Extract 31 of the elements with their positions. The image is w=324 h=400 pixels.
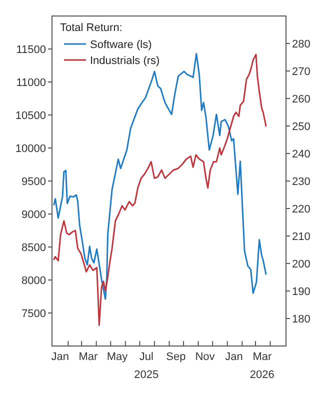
y2-tick-label: 230	[292, 176, 310, 188]
y-tick-label: 10500	[15, 110, 46, 122]
y2-tick-label: 190	[292, 286, 310, 298]
y-tick-label: 8000	[22, 274, 46, 287]
x-tick-label: Sep	[166, 351, 186, 363]
x-tick-label: May	[106, 351, 128, 363]
y-tick-label: 9000	[22, 208, 46, 221]
y2-tick-label: 220	[292, 203, 310, 216]
y-tick-label: 9500	[22, 176, 46, 188]
x-tick-label: Mar	[78, 351, 98, 363]
y-tick-label: 11500	[16, 44, 46, 56]
x-tick-label: Mar 2026	[250, 351, 274, 381]
y2-tick-label: 200	[292, 258, 310, 270]
y2-tick-label: 210	[292, 230, 310, 243]
y2-tick-label: 260	[292, 93, 310, 106]
legend-title: Total Return:	[60, 22, 122, 34]
y2-tick-label: 240	[292, 148, 310, 160]
y2-tick-label: 270	[292, 66, 310, 78]
x-tick-label: Jan	[225, 351, 243, 363]
y-tick-label: 8500	[22, 242, 46, 254]
y2-tick-label: 280	[292, 38, 310, 50]
y-tick-label: 11000	[16, 76, 46, 89]
y-tick-label: 10000	[15, 142, 46, 155]
x-tick-label: Jan	[51, 351, 69, 363]
y2-tick-label: 180	[292, 313, 310, 326]
legend-label: Software (ls)	[90, 38, 152, 51]
y-tick-label: 7500	[22, 308, 46, 320]
legend-label: Industrials (rs)	[90, 54, 160, 67]
y2-tick-label: 250	[292, 120, 310, 133]
x-tick-label: Jul 2025	[134, 351, 159, 381]
x-tick-label: Nov	[195, 351, 216, 363]
